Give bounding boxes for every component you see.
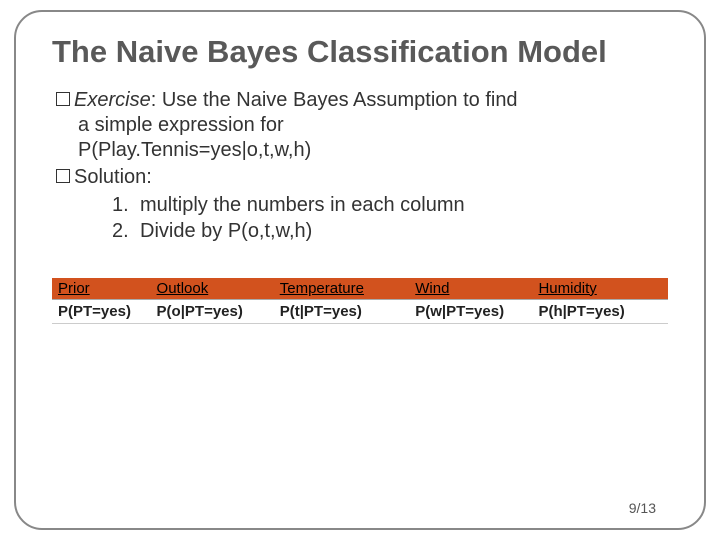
slide-title: The Naive Bayes Classification Model — [52, 34, 668, 70]
bullet-exercise: Exercise: Use the Naive Bayes Assumption… — [56, 88, 668, 113]
td-wind: P(w|PT=yes) — [409, 299, 532, 323]
exercise-cont1: a simple expression for — [78, 113, 668, 138]
step-text: multiply the numbers in each column — [140, 192, 465, 218]
th-prior: Prior — [52, 278, 151, 300]
step-1: 1. multiply the numbers in each column — [112, 192, 668, 218]
table-header-row: Prior Outlook Temperature Wind Humidity — [52, 278, 668, 300]
th-wind: Wind — [409, 278, 532, 300]
step-num: 2. — [112, 218, 140, 244]
td-prior: P(PT=yes) — [52, 299, 151, 323]
td-temperature: P(t|PT=yes) — [274, 299, 410, 323]
bullet-box-icon — [56, 169, 70, 183]
slide-frame: The Naive Bayes Classification Model Exe… — [14, 10, 706, 530]
steps-list: 1. multiply the numbers in each column 2… — [112, 192, 668, 244]
table-row: P(PT=yes) P(o|PT=yes) P(t|PT=yes) P(w|PT… — [52, 299, 668, 323]
td-outlook: P(o|PT=yes) — [151, 299, 274, 323]
step-num: 1. — [112, 192, 140, 218]
page-number: 9/13 — [629, 500, 656, 516]
exercise-label: Exercise — [74, 89, 151, 111]
bullet-box-icon — [56, 92, 70, 106]
td-humidity: P(h|PT=yes) — [532, 299, 668, 323]
exercise-cont2: P(Play.Tennis=yes|o,t,w,h) — [78, 138, 668, 163]
exercise-line: Exercise: Use the Naive Bayes Assumption… — [74, 88, 518, 113]
probability-table: Prior Outlook Temperature Wind Humidity … — [52, 278, 668, 324]
exercise-text: : Use the Naive Bayes Assumption to find — [151, 89, 518, 111]
th-temperature: Temperature — [274, 278, 410, 300]
step-text: Divide by P(o,t,w,h) — [140, 218, 312, 244]
th-outlook: Outlook — [151, 278, 274, 300]
body-block: Exercise: Use the Naive Bayes Assumption… — [56, 88, 668, 244]
bullet-solution: Solution: — [56, 165, 668, 190]
solution-label: Solution: — [74, 165, 152, 190]
step-2: 2. Divide by P(o,t,w,h) — [112, 218, 668, 244]
th-humidity: Humidity — [532, 278, 668, 300]
